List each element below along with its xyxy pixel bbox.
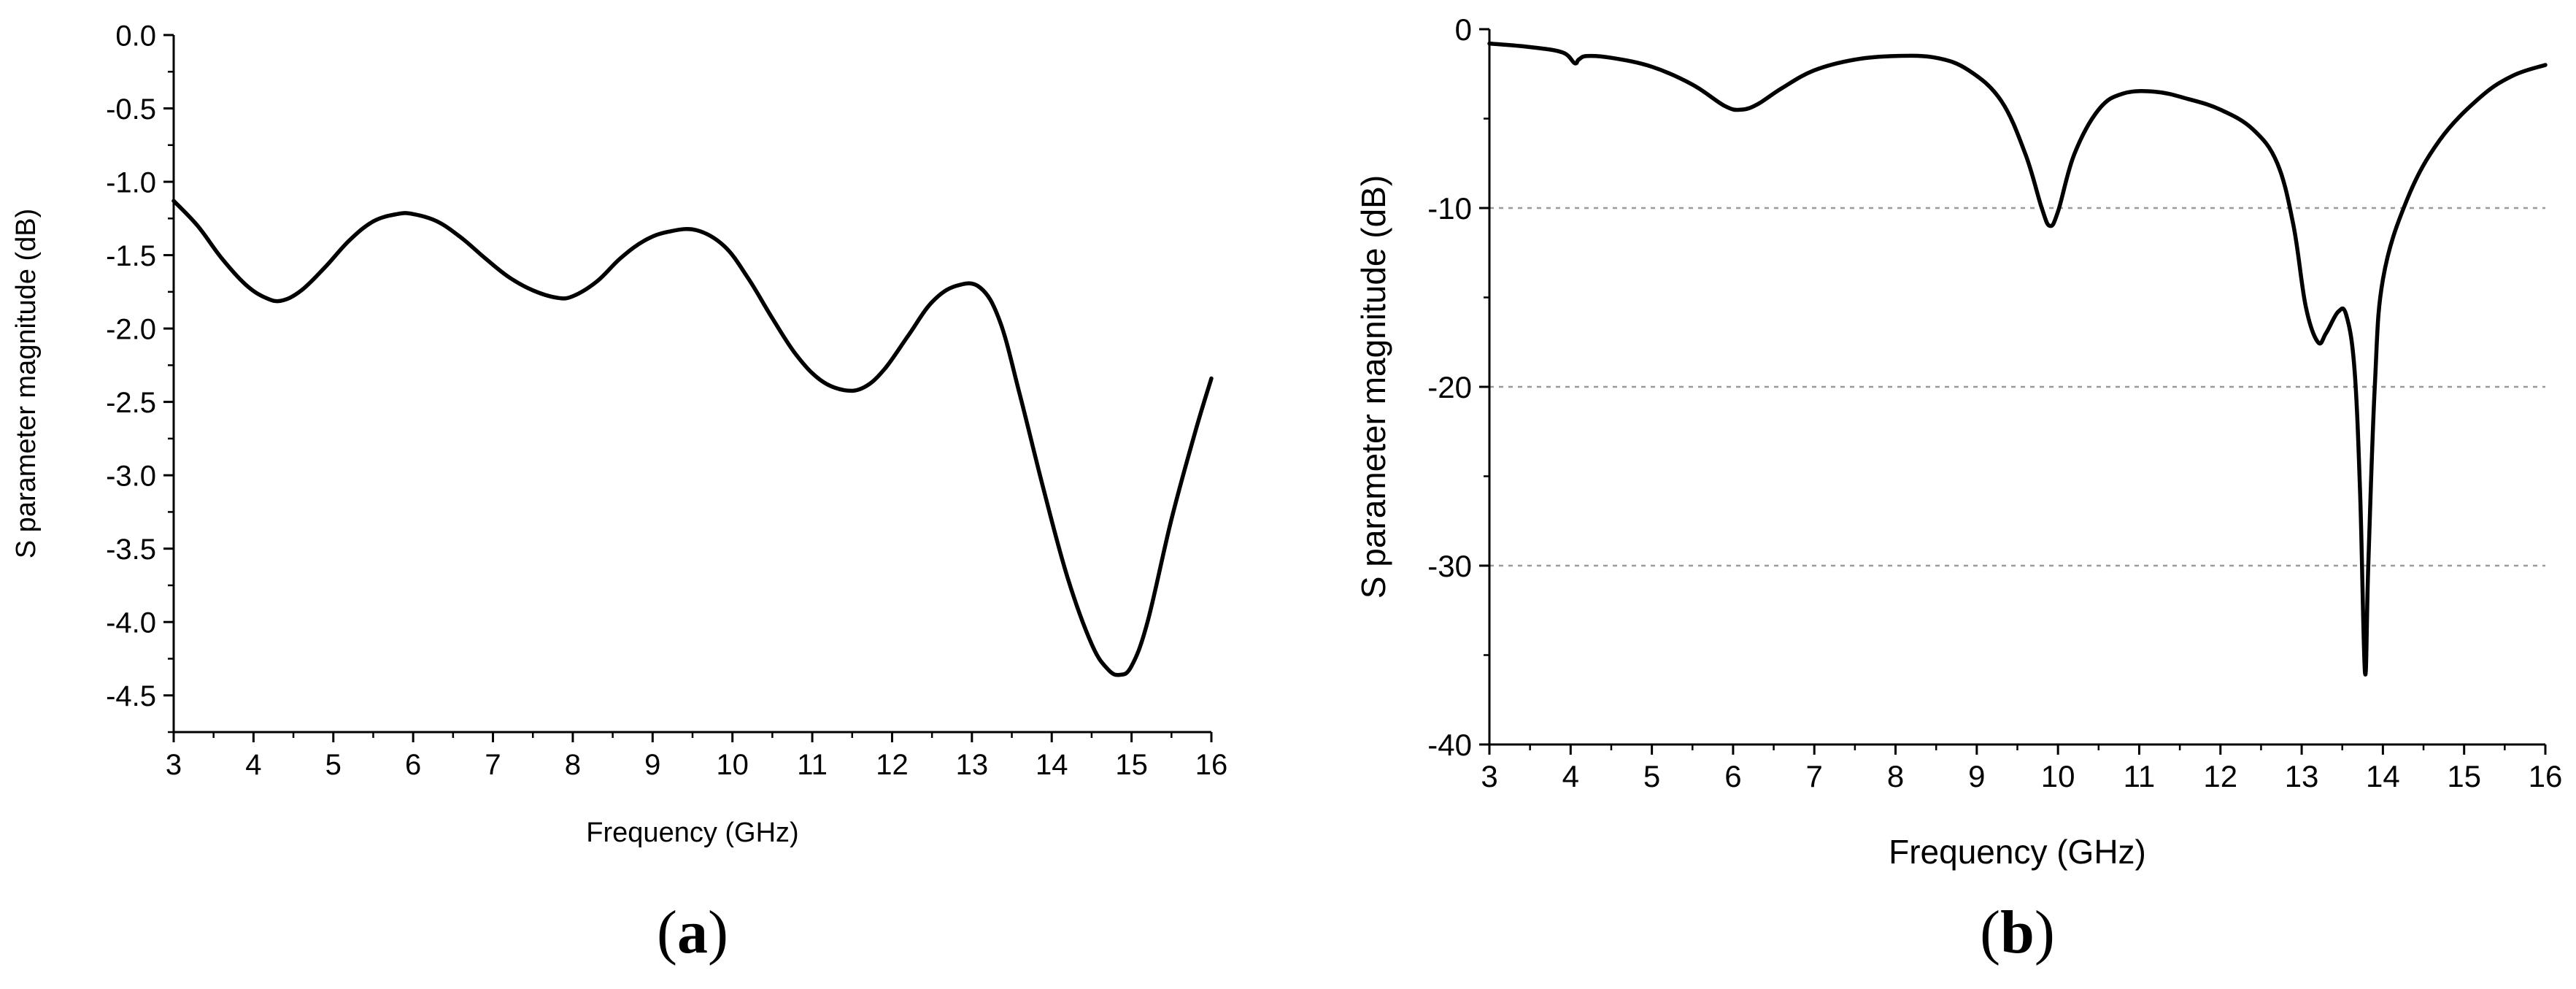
series-line-0 bbox=[1487, 41, 2548, 677]
panel-label: (b) bbox=[1980, 898, 2055, 966]
y-tick-label: -20 bbox=[1427, 370, 1472, 404]
x-tick-label: 14 bbox=[1036, 749, 1068, 781]
x-tick-label: 8 bbox=[565, 749, 581, 781]
x-tick-label: 6 bbox=[1724, 759, 1741, 793]
y-tick-label: -4.5 bbox=[106, 680, 156, 712]
x-axis-title: Frequency (GHz) bbox=[1889, 833, 2146, 871]
x-tick-label: 5 bbox=[1643, 759, 1660, 793]
x-tick-label: 15 bbox=[1115, 749, 1148, 781]
x-tick-label: 7 bbox=[1806, 759, 1823, 793]
y-tick-label: 0.0 bbox=[115, 20, 156, 52]
x-tick-label: 9 bbox=[1968, 759, 1985, 793]
x-tick-label: 11 bbox=[2124, 759, 2156, 793]
y-tick-label: -1.5 bbox=[106, 240, 156, 272]
chart-panel-b: 3 4 5 6 7 8 9 10 11 12 13 14 15 16 0 -10 -20 -30 -40 Freque… bbox=[1354, 12, 2562, 966]
x-tick-label: 15 bbox=[2447, 759, 2481, 793]
y-axis-title: S parameter magnitude (dB) bbox=[1354, 175, 1392, 599]
x-tick-label: 7 bbox=[485, 749, 501, 781]
x-tick-label: 10 bbox=[716, 749, 749, 781]
x-tick-label: 11 bbox=[797, 749, 828, 781]
series-line-0 bbox=[171, 199, 1214, 677]
y-tick-label: -4.0 bbox=[106, 607, 156, 639]
y-tick-label: -2.5 bbox=[106, 387, 156, 419]
x-tick-label: 12 bbox=[876, 749, 909, 781]
y-axis-title: S parameter magnitude (dB) bbox=[11, 209, 42, 558]
y-tick-label: -30 bbox=[1427, 549, 1472, 583]
x-tick-label: 16 bbox=[1195, 749, 1228, 781]
x-tick-label: 16 bbox=[2529, 759, 2563, 793]
chart-panel-a: 3 4 5 6 7 8 9 10 11 12 13 14 15 16 0.0 -0.5 -1.0 -1.5 -2.0… bbox=[11, 20, 1227, 966]
x-axis-title: Frequency (GHz) bbox=[586, 817, 798, 848]
x-tick-label: 5 bbox=[325, 749, 342, 781]
x-tick-label: 8 bbox=[1887, 759, 1904, 793]
y-tick-label: 0 bbox=[1455, 12, 1472, 47]
x-tick-label: 14 bbox=[2366, 759, 2400, 793]
y-tick-label: -40 bbox=[1427, 728, 1472, 762]
x-tick-label: 4 bbox=[245, 749, 261, 781]
x-tick-label: 3 bbox=[166, 749, 182, 781]
x-tick-label: 9 bbox=[644, 749, 660, 781]
panel-label: (a) bbox=[657, 898, 728, 966]
y-tick-label: -3.5 bbox=[106, 534, 156, 566]
x-tick-label: 12 bbox=[2203, 759, 2237, 793]
x-tick-label: 6 bbox=[405, 749, 421, 781]
y-tick-label: -2.0 bbox=[106, 314, 156, 346]
x-tick-label: 4 bbox=[1562, 759, 1579, 793]
y-tick-label: -0.5 bbox=[106, 93, 156, 126]
x-tick-label: 13 bbox=[956, 749, 989, 781]
y-tick-label: -3.0 bbox=[106, 461, 156, 493]
y-tick-label: -1.0 bbox=[106, 166, 156, 199]
x-tick-label: 13 bbox=[2285, 759, 2319, 793]
x-tick-label: 3 bbox=[1481, 759, 1497, 793]
y-tick-label: -10 bbox=[1427, 191, 1472, 226]
x-tick-label: 10 bbox=[2041, 759, 2075, 793]
